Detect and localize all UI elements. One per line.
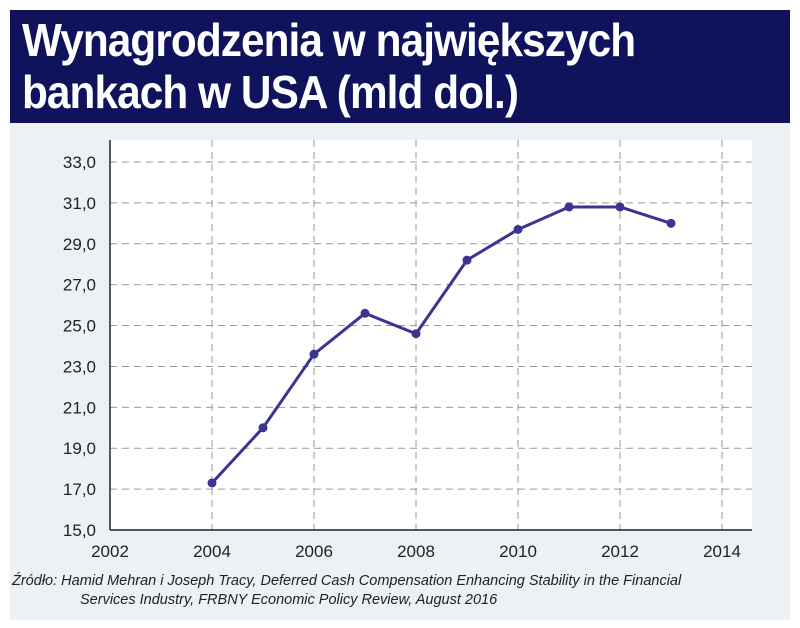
y-tick-label: 27,0: [63, 276, 96, 295]
data-point: [666, 218, 676, 228]
plot-area: [110, 140, 752, 530]
data-point: [309, 349, 319, 359]
x-tick-label: 2008: [397, 542, 435, 561]
series-line: [210, 205, 672, 484]
source-note: Źródło: Hamid Mehran i Joseph Tracy, Def…: [12, 572, 681, 610]
title-line-2: bankach w USA (mld dol.): [22, 66, 519, 118]
y-tick-label: 15,0: [63, 521, 96, 540]
chart-title: Wynagrodzenia w największych bankach w U…: [22, 14, 636, 118]
y-tick-label: 23,0: [63, 357, 96, 376]
data-point: [564, 202, 574, 212]
data-point: [513, 224, 523, 234]
x-tick-label: 2004: [193, 542, 231, 561]
y-tick-label: 29,0: [63, 235, 96, 254]
data-point: [360, 308, 370, 318]
y-tick-label: 21,0: [63, 398, 96, 417]
x-tick-label: 2010: [499, 542, 537, 561]
x-tick-label: 2006: [295, 542, 333, 561]
x-tick-label: 2002: [91, 542, 129, 561]
x-tick-label: 2014: [703, 542, 741, 561]
y-tick-label: 33,0: [63, 153, 96, 172]
title-line-1: Wynagrodzenia w największych: [22, 14, 636, 66]
data-point: [462, 255, 472, 265]
data-point: [411, 329, 421, 339]
y-tick-label: 19,0: [63, 439, 96, 458]
source-line-1: Źródło: Hamid Mehran i Joseph Tracy, Def…: [12, 573, 682, 589]
data-point: [258, 423, 268, 433]
source-line-2: Services Industry, FRBNY Economic Policy…: [80, 592, 498, 608]
title-banner: [10, 10, 790, 123]
data-point: [615, 202, 625, 212]
y-tick-label: 31,0: [63, 194, 96, 213]
x-tick-label: 2012: [601, 542, 639, 561]
data-point: [207, 478, 217, 488]
y-tick-label: 17,0: [63, 480, 96, 499]
y-tick-label: 25,0: [63, 317, 96, 336]
